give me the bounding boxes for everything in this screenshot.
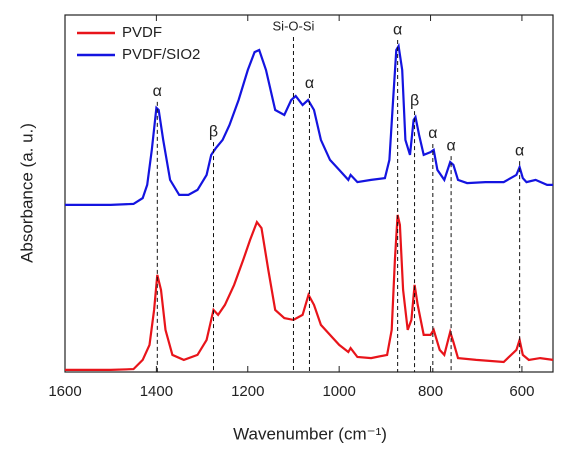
annotation: Si-O-Si <box>273 18 315 33</box>
x-tick-label: 1000 <box>322 383 355 400</box>
data-line <box>65 42 553 206</box>
annotation: α <box>153 83 162 100</box>
plot-frame <box>64 14 554 373</box>
x-tick-label: 1600 <box>48 383 81 400</box>
annotation: α <box>393 21 402 38</box>
annotation: β <box>209 123 218 140</box>
x-tick-label: 1400 <box>140 383 173 400</box>
x-axis-label: Wavenumber (cm⁻¹) <box>233 424 387 443</box>
annotation: α <box>446 137 455 154</box>
x-tick-label: 600 <box>509 383 534 400</box>
annotation: β <box>410 92 419 109</box>
annotation: α <box>305 75 314 92</box>
data-line <box>65 214 554 371</box>
x-tick-label: 1200 <box>231 383 264 400</box>
y-axis-label: Absorbance (a. u.) <box>17 123 36 263</box>
legend-label: PVDF <box>122 24 162 41</box>
legend-label: PVDF/SIO2 <box>122 46 200 63</box>
x-tick-label: 800 <box>418 383 443 400</box>
annotation: α <box>428 125 437 142</box>
annotation: α <box>515 142 524 159</box>
